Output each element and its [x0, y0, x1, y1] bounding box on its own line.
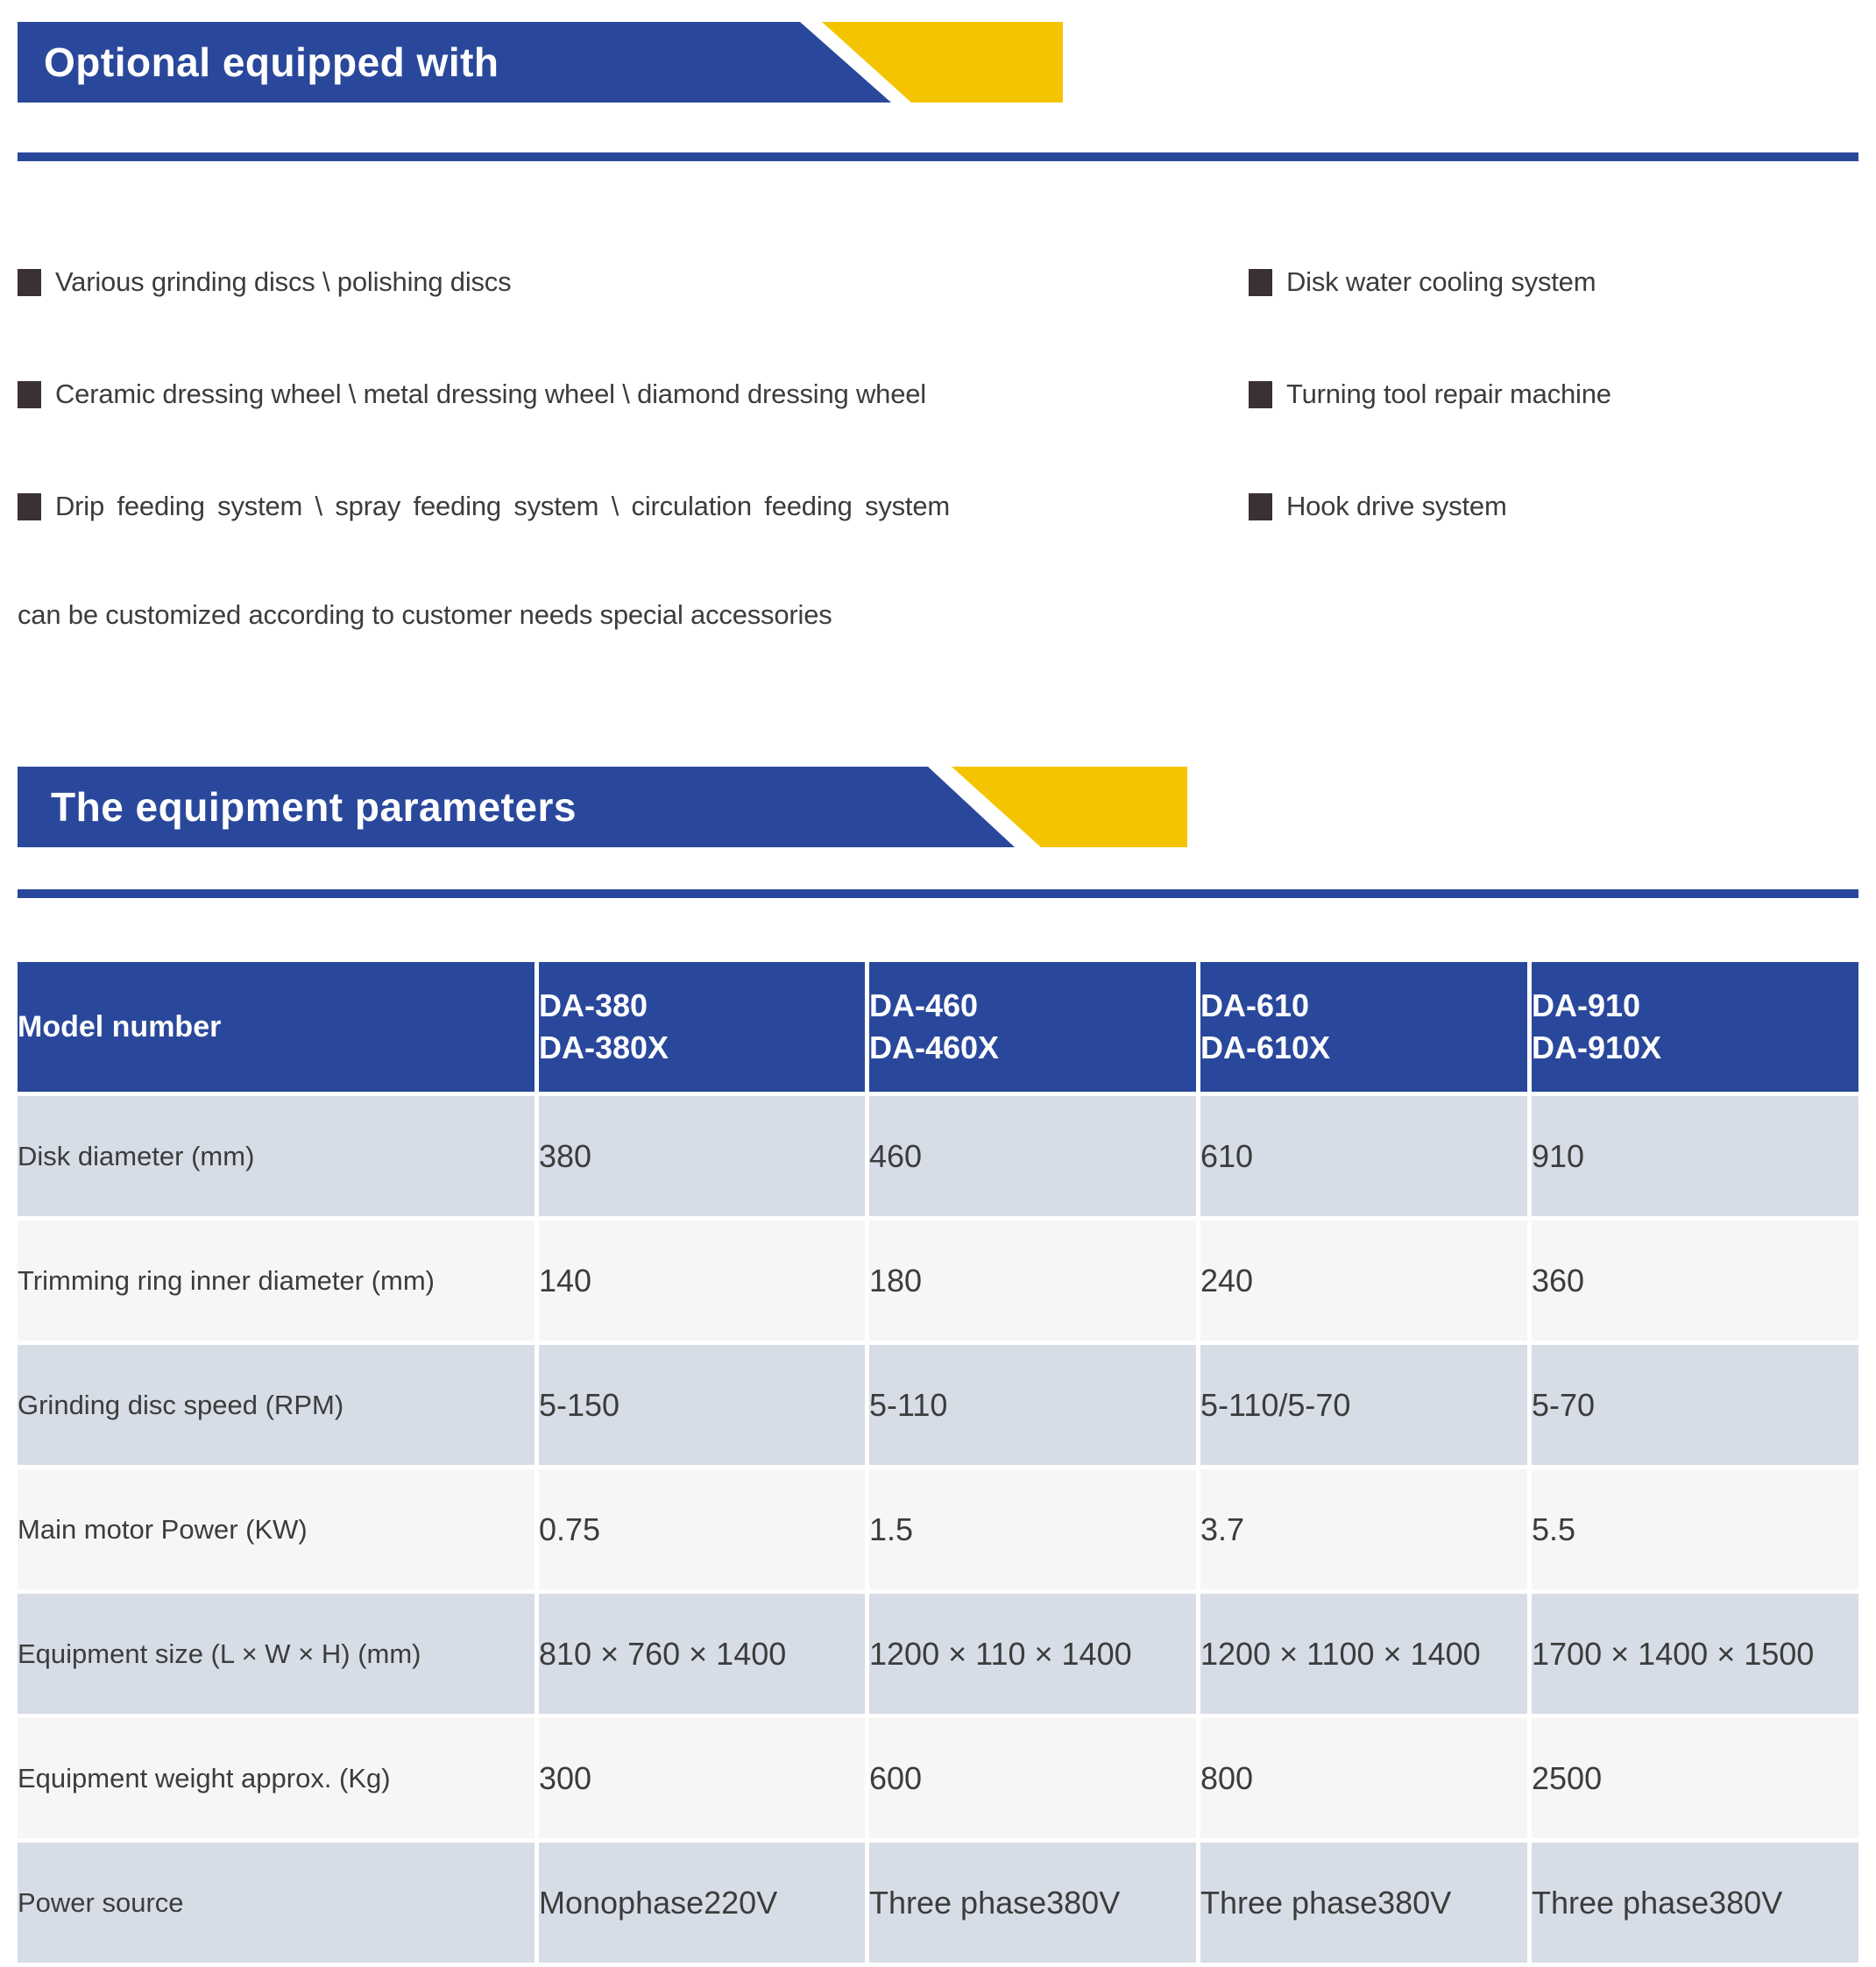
model-name: DA-460X	[869, 1029, 1000, 1065]
section-header-parameters: The equipment parameters	[18, 767, 1876, 847]
table-header-row: Model number DA-380 DA-380X DA-460 DA-46…	[18, 962, 1858, 1092]
list-item-text: Disk water cooling system	[1286, 266, 1596, 297]
value-cell: 5-150	[539, 1345, 865, 1465]
row-label-cell: Grinding disc speed (RPM)	[18, 1345, 534, 1465]
table-row: Power source Monophase220V Three phase38…	[18, 1843, 1858, 1963]
value-cell: 1.5	[869, 1469, 1196, 1589]
column-header-da460: DA-460 DA-460X	[869, 962, 1196, 1092]
value-cell: 5.5	[1532, 1469, 1858, 1589]
table-row: Disk diameter (mm) 380 460 610 910	[18, 1096, 1858, 1216]
list-item: Ceramic dressing wheel \ metal dressing …	[18, 375, 1249, 414]
model-name: DA-610X	[1200, 1029, 1331, 1065]
column-header-da610: DA-610 DA-610X	[1200, 962, 1527, 1092]
optional-list-left: Various grinding discs \ polishing discs…	[18, 263, 1249, 631]
row-label-cell: Power source	[18, 1843, 534, 1963]
row-label-cell: Equipment weight approx. (Kg)	[18, 1718, 534, 1838]
model-name: DA-610	[1200, 987, 1310, 1023]
value-cell: Three phase380V	[1200, 1843, 1527, 1963]
model-name: DA-380X	[539, 1029, 669, 1065]
list-item-continuation: can be customized according to customer …	[18, 599, 832, 630]
section-header-optional: Optional equipped with	[18, 22, 1876, 103]
bullet-square-icon	[1249, 492, 1272, 520]
table-row: Grinding disc speed (RPM) 5-150 5-110 5-…	[18, 1345, 1858, 1465]
list-item-text: Turning tool repair machine	[1286, 379, 1611, 409]
value-cell: 800	[1200, 1718, 1527, 1838]
list-item-text: Hook drive system	[1286, 491, 1507, 521]
row-label-cell: Disk diameter (mm)	[18, 1096, 534, 1216]
list-item: Disk water cooling system	[1249, 263, 1858, 301]
model-name: DA-910	[1532, 987, 1641, 1023]
section-title-parameters: The equipment parameters	[51, 784, 577, 830]
list-item-text: Various grinding discs \ polishing discs	[55, 266, 512, 297]
list-item: Various grinding discs \ polishing discs	[18, 263, 1249, 301]
value-cell: 380	[539, 1096, 865, 1216]
value-cell: 810 × 760 × 1400	[539, 1594, 865, 1714]
bullet-square-icon	[18, 268, 41, 296]
value-cell: 360	[1532, 1221, 1858, 1341]
table-row: Trimming ring inner diameter (mm) 140 18…	[18, 1221, 1858, 1341]
value-cell: 240	[1200, 1221, 1527, 1341]
table-row: Main motor Power (KW) 0.75 1.5 3.7 5.5	[18, 1469, 1858, 1589]
optional-equipment-lists: Various grinding discs \ polishing discs…	[18, 263, 1858, 631]
model-name: DA-910X	[1532, 1029, 1662, 1065]
list-item: Drip feeding system \ spray feeding syst…	[18, 487, 1249, 526]
value-cell: 5-110	[869, 1345, 1196, 1465]
bullet-square-icon	[1249, 268, 1272, 296]
bullet-square-icon	[1249, 380, 1272, 408]
value-cell: 0.75	[539, 1469, 865, 1589]
value-cell: 5-110/5-70	[1200, 1345, 1527, 1465]
equipment-parameters-table: Model number DA-380 DA-380X DA-460 DA-46…	[13, 958, 1863, 1967]
value-cell: 3.7	[1200, 1469, 1527, 1589]
value-cell: 140	[539, 1221, 865, 1341]
value-cell: 460	[869, 1096, 1196, 1216]
value-cell: Monophase220V	[539, 1843, 865, 1963]
divider-rule	[18, 152, 1858, 161]
row-label-cell: Equipment size (L × W × H) (mm)	[18, 1594, 534, 1714]
model-name: DA-380	[539, 987, 648, 1023]
value-cell: 610	[1200, 1096, 1527, 1216]
bullet-square-icon	[18, 380, 41, 408]
value-cell: 1200 × 1100 × 1400	[1200, 1594, 1527, 1714]
list-item: Hook drive system	[1249, 487, 1858, 526]
value-cell: 910	[1532, 1096, 1858, 1216]
row-label-cell: Trimming ring inner diameter (mm)	[18, 1221, 534, 1341]
bullet-square-icon	[18, 492, 41, 520]
value-cell: 1700 × 1400 × 1500	[1532, 1594, 1858, 1714]
value-cell: 2500	[1532, 1718, 1858, 1838]
banner-blue-shape	[18, 767, 1015, 847]
column-header-da910: DA-910 DA-910X	[1532, 962, 1858, 1092]
value-cell: 600	[869, 1718, 1196, 1838]
list-item-text: Drip feeding system \ spray feeding syst…	[55, 491, 950, 521]
value-cell: 1200 × 110 × 1400	[869, 1594, 1196, 1714]
optional-list-right: Disk water cooling system Turning tool r…	[1249, 263, 1858, 631]
list-item-text: Ceramic dressing wheel \ metal dressing …	[55, 379, 926, 409]
column-header-da380: DA-380 DA-380X	[539, 962, 865, 1092]
divider-rule	[18, 889, 1858, 898]
row-label-cell: Main motor Power (KW)	[18, 1469, 534, 1589]
model-name: DA-460	[869, 987, 979, 1023]
column-header-model-number: Model number	[18, 962, 534, 1092]
table-row: Equipment size (L × W × H) (mm) 810 × 76…	[18, 1594, 1858, 1714]
table-row: Equipment weight approx. (Kg) 300 600 80…	[18, 1718, 1858, 1838]
list-item: Turning tool repair machine	[1249, 375, 1858, 414]
value-cell: 180	[869, 1221, 1196, 1341]
section-title-optional: Optional equipped with	[44, 39, 499, 85]
value-cell: Three phase380V	[1532, 1843, 1858, 1963]
value-cell: 5-70	[1532, 1345, 1858, 1465]
value-cell: 300	[539, 1718, 865, 1838]
value-cell: Three phase380V	[869, 1843, 1196, 1963]
banner-blue-shape	[18, 22, 891, 103]
